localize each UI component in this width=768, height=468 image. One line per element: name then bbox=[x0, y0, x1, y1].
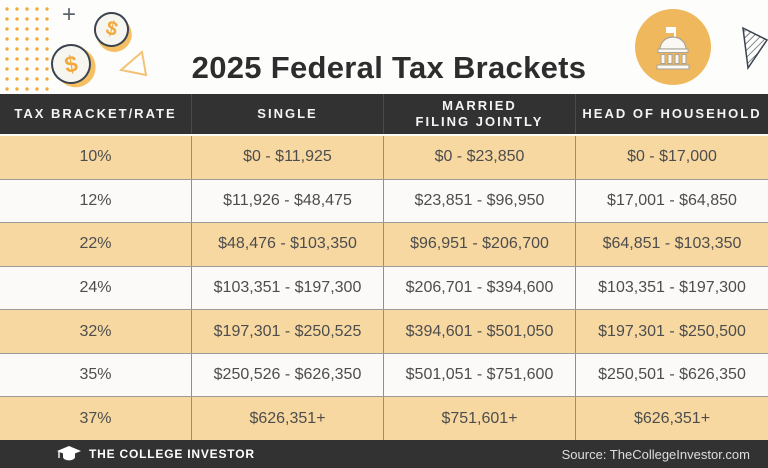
head-of-household-cell: $17,001 - $64,850 bbox=[607, 191, 737, 209]
page-title: 2025 Federal Tax Brackets bbox=[191, 49, 587, 85]
married-filing-jointly-cell: $0 - $23,850 bbox=[384, 136, 576, 179]
hatched-triangle-icon bbox=[742, 26, 768, 70]
dollar-glyph: $ bbox=[103, 16, 121, 42]
table-row: 24% $103,351 - $197,300 $206,701 - $394,60… bbox=[0, 266, 768, 311]
table-row: 10% $0 - $11,925 $0 - $23,850 $0 - $17,000 bbox=[0, 136, 768, 180]
married-filing-jointly-cell: $206,701 - $394,600 bbox=[384, 266, 576, 310]
column-header-single: SINGLE bbox=[192, 94, 384, 134]
single-cell: $48,476 - $103,350 bbox=[192, 223, 384, 266]
footer-bar: THE COLLEGE INVESTOR Source: TheCollegeI… bbox=[0, 440, 768, 468]
graduation-cap-icon bbox=[57, 446, 81, 461]
capitol-building-icon bbox=[635, 9, 711, 85]
single-cell: $0 - $11,925 bbox=[192, 136, 384, 179]
head-of-household-cell: $197,301 - $250,500 bbox=[598, 322, 746, 340]
plus-icon: + bbox=[62, 1, 77, 28]
single-cell: $11,926 - $48,475 bbox=[192, 179, 384, 223]
head-of-household-cell: $626,351+ bbox=[633, 409, 711, 427]
dot-grid-pattern bbox=[2, 4, 49, 91]
head-of-household-cell: $103,351 - $197,300 bbox=[598, 279, 746, 297]
rate-cell: 10% bbox=[0, 136, 192, 179]
single-cell: $250,526 - $626,350 bbox=[192, 353, 384, 397]
table-row: 37% $626,351+ $751,601+ $626,351+ bbox=[0, 397, 768, 441]
married-filing-jointly-cell: $501,051 - $751,600 bbox=[384, 353, 576, 397]
married-filing-jointly-cell: $23,851 - $96,950 bbox=[384, 179, 576, 223]
married-filing-jointly-cell: $394,601 - $501,050 bbox=[384, 310, 576, 353]
head-of-household-cell: $0 - $17,000 bbox=[627, 148, 717, 166]
dollar-glyph: $ bbox=[62, 49, 80, 78]
table-row: 35% $250,526 - $626,350 $501,051 - $751,60… bbox=[0, 353, 768, 398]
rate-cell: 35% bbox=[0, 353, 192, 397]
column-header-married-jointly: MARRIED FILING JOINTLY bbox=[384, 94, 576, 134]
single-cell: $103,351 - $197,300 bbox=[192, 266, 384, 310]
table-row: 22% $48,476 - $103,350 $96,951 - $206,700 $… bbox=[0, 223, 768, 267]
rate-cell: 32% bbox=[0, 310, 192, 353]
column-header-head-of-household: HEAD OF HOUSEHOLD bbox=[582, 105, 762, 121]
single-cell: $197,301 - $250,525 bbox=[192, 310, 384, 353]
coin-dollar-icon: $ bbox=[89, 7, 134, 52]
rate-cell: 12% bbox=[0, 179, 192, 223]
column-header-rate: TAX BRACKET/RATE bbox=[0, 94, 192, 134]
title-band: + $ $ 2025 Federal Tax Brackets bbox=[0, 0, 768, 94]
married-filing-jointly-cell: $96,951 - $206,700 bbox=[384, 223, 576, 266]
rate-cell: 22% bbox=[0, 223, 192, 266]
triangle-outline-icon bbox=[118, 50, 148, 77]
rate-cell: 37% bbox=[0, 397, 192, 441]
coin-dollar-icon: $ bbox=[47, 40, 95, 88]
table-body: 10% $0 - $11,925 $0 - $23,850 $0 - $17,000 1… bbox=[0, 134, 768, 441]
capitol-building-glyph bbox=[656, 27, 690, 70]
brand-name: THE COLLEGE INVESTOR bbox=[89, 447, 255, 461]
head-of-household-cell: $64,851 - $103,350 bbox=[602, 235, 742, 253]
table-row: 12% $11,926 - $48,475 $23,851 - $96,950 $17… bbox=[0, 179, 768, 224]
table-header-row: TAX BRACKET/RATE SINGLE MARRIED FILING J… bbox=[0, 94, 768, 134]
table-row: 32% $197,301 - $250,525 $394,601 - $501,05… bbox=[0, 310, 768, 354]
brand-logo: THE COLLEGE INVESTOR bbox=[57, 446, 255, 462]
married-filing-jointly-cell: $751,601+ bbox=[384, 397, 576, 441]
rate-cell: 24% bbox=[0, 266, 192, 310]
head-of-household-cell: $250,501 - $626,350 bbox=[598, 366, 746, 384]
source-attribution: Source: TheCollegeInvestor.com bbox=[561, 446, 750, 462]
single-cell: $626,351+ bbox=[192, 397, 384, 441]
